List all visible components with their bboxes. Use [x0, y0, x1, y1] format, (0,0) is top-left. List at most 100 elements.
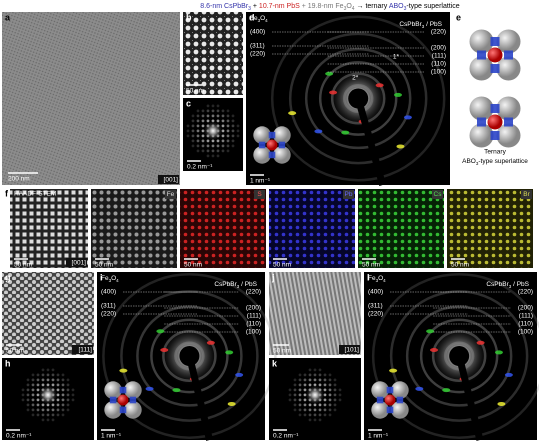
- label-part: 4: [383, 278, 386, 283]
- fft-spot: [333, 403, 337, 407]
- fft-spot: [226, 124, 230, 128]
- beam-stop-arm: [455, 355, 484, 441]
- fft-spot: [221, 139, 225, 143]
- fft-spot: [31, 393, 35, 397]
- stem-image: [269, 272, 361, 355]
- fft-spot: [26, 408, 30, 412]
- fft-spot: [216, 149, 220, 153]
- fft-spot: [293, 398, 297, 402]
- spot: [430, 348, 439, 353]
- sphere: [469, 123, 494, 148]
- fft-spot: [46, 368, 50, 372]
- cube: [490, 131, 500, 140]
- cube: [129, 396, 137, 404]
- fft-spot: [36, 373, 40, 377]
- panel-letter: l: [367, 272, 370, 282]
- fft-spot: [196, 124, 200, 128]
- sphere: [273, 146, 291, 164]
- fft-spot: [318, 403, 322, 407]
- spot: [235, 372, 244, 377]
- fft-spot: [328, 393, 332, 397]
- fft-spot: [201, 124, 205, 128]
- fft-spot: [293, 408, 297, 412]
- panel-letter: c: [186, 98, 191, 108]
- fft-spot: [191, 144, 195, 148]
- fft-spot: [313, 378, 317, 382]
- fft-spot: [41, 408, 45, 412]
- plane-label: (220): [246, 289, 261, 296]
- fft-spot: [216, 144, 220, 148]
- fft-spot: [36, 403, 40, 407]
- scale-label: 50 nm: [273, 262, 291, 269]
- fft-spot: [71, 393, 75, 397]
- spot: [403, 115, 412, 120]
- cube: [278, 141, 286, 149]
- zone-axis: [101]: [345, 347, 360, 354]
- label-part: 4: [116, 278, 119, 283]
- scale-label: 0.2 nm⁻¹: [6, 433, 32, 440]
- fft-spot: [201, 144, 205, 148]
- fft-spot: [226, 129, 230, 133]
- fft-spot: [221, 134, 225, 138]
- fft-spot: [328, 378, 332, 382]
- fft-spot: [288, 398, 292, 402]
- label-part: Fe: [250, 15, 258, 22]
- fft-spot: [298, 398, 302, 402]
- label-part: O: [111, 275, 116, 282]
- fft-spot: [221, 144, 225, 148]
- panel-letter: d: [249, 12, 255, 22]
- spot: [288, 111, 297, 116]
- title-part: → ternary: [355, 3, 389, 10]
- title-part: 3: [404, 6, 407, 12]
- fft-spot: [231, 139, 235, 143]
- fft-spot: [323, 403, 327, 407]
- scale-label: 50 nm: [362, 262, 380, 269]
- map-image: [447, 189, 533, 268]
- plane-label: (100): [246, 329, 261, 336]
- title-part: ABO: [389, 3, 404, 10]
- fft-spot: [206, 104, 210, 108]
- fft-spot: [186, 129, 190, 133]
- sphere: [253, 146, 271, 164]
- fft-spot: [61, 388, 65, 392]
- sphere: [371, 381, 389, 399]
- cube: [258, 141, 266, 149]
- spot: [341, 130, 350, 135]
- label-part: 3: [258, 18, 261, 23]
- spot: [225, 350, 234, 355]
- fft-spot: [308, 378, 312, 382]
- label-part: O: [260, 15, 265, 22]
- fft-spot: [51, 383, 55, 387]
- title-part: -type superlattice: [406, 3, 459, 10]
- ring: [136, 305, 243, 407]
- plane-label: (400): [250, 29, 265, 36]
- fft-spot: [303, 378, 307, 382]
- label: Fe3O4: [250, 15, 268, 23]
- label-part: O: [378, 275, 383, 282]
- cube: [376, 396, 384, 404]
- fft-spot: [201, 119, 205, 123]
- center-sphere: [487, 47, 503, 63]
- fft-spot: [191, 114, 195, 118]
- panel-letter: g: [5, 272, 11, 282]
- fft-spot: [56, 383, 60, 387]
- scale-label: 200 nm: [8, 176, 30, 183]
- fft-spot: [36, 408, 40, 412]
- fft-spot: [66, 378, 70, 382]
- fft-spot: [303, 373, 307, 377]
- fft-spot: [56, 388, 60, 392]
- plane-label: (220): [431, 29, 446, 36]
- fft-spot: [31, 398, 35, 402]
- label-part: -type superlattice: [478, 158, 528, 165]
- scale-label: 50 nm: [184, 262, 202, 269]
- fft-spot: [323, 383, 327, 387]
- fft-spot: [333, 408, 337, 412]
- spot: [504, 372, 513, 377]
- fft-spot: [51, 418, 55, 422]
- label: CsPbBr3 / PbS: [486, 281, 529, 289]
- fft-spot: [318, 368, 322, 372]
- zone-box: [72, 345, 93, 354]
- panel-letter: b: [186, 12, 192, 22]
- fft-spot: [206, 139, 210, 143]
- fft-spot: [51, 408, 55, 412]
